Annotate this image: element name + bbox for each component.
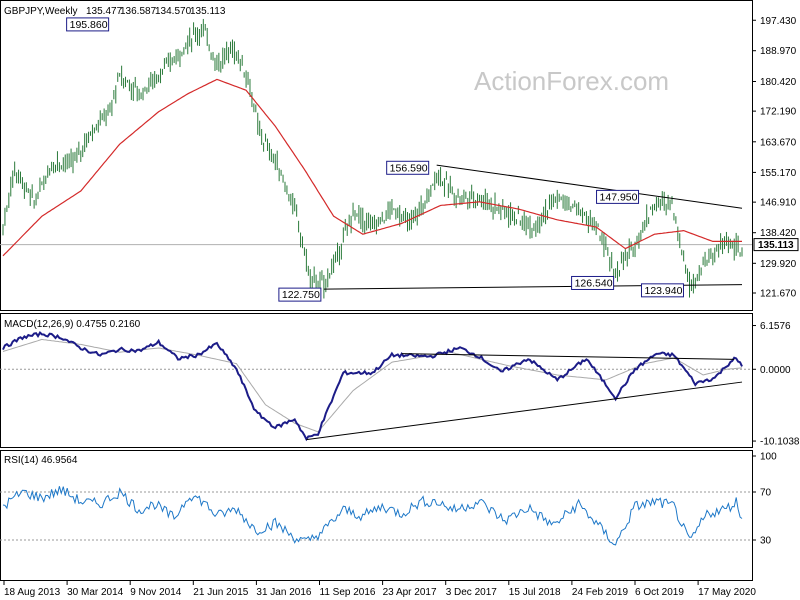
price-tick-label: 155.170 [760,168,797,179]
macd-tick-label: 0.0000 [760,365,791,376]
price-title: GBPJPY,Weekly [4,6,78,17]
x-tick-label: 21 Jun 2015 [193,587,248,598]
rsi-line [2,486,743,546]
x-tick-label: 30 Mar 2014 [67,587,124,598]
macd-tick-label: -10.1038 [760,437,800,448]
rsi-panel [0,450,753,581]
ohlc-open: 135.477 [86,6,123,17]
rsi-tick-label: 70 [760,488,772,499]
price-tick-label: 172.190 [760,107,797,118]
macd-lower-trendline [306,381,743,441]
x-tick-label: 6 Oct 2019 [635,587,684,598]
price-annotation-box [66,17,110,32]
price-tick-label: 121.670 [760,289,797,300]
x-tick-label: 31 Jan 2016 [256,587,311,598]
price-annotation-label: 122.750 [282,289,320,301]
ohlc-low: 134.570 [155,6,192,17]
price-tick-label: 138.420 [760,228,797,239]
price-annotation-label: 126.540 [575,277,613,289]
ohlc-close: 135.113 [190,6,226,17]
macd-line [2,330,743,442]
price-tick-label: 197.430 [760,16,797,27]
resistance-trendline [436,164,743,209]
price-tick-label: 129.920 [760,259,797,270]
price-annotation-label: 156.590 [390,162,428,174]
x-tick-label: 9 Nov 2014 [130,587,182,598]
macd-upper-trendline [401,353,735,360]
price-annotation-label: 123.940 [644,285,682,297]
price-tick-label: 188.970 [760,46,797,57]
price-annotation-box [640,283,684,298]
price-annotation-box [596,189,640,204]
x-tick-label: 18 Aug 2013 [4,587,61,598]
macd-tick-label: 6.1576 [760,321,791,332]
watermark: ActionForex.com [474,66,669,96]
macd-panel [0,313,753,448]
rsi-tick-label: 100 [760,452,777,463]
price-annotation-box [278,287,322,302]
price-tick-label: 146.910 [760,198,797,209]
price-tick-label: 163.670 [760,137,797,148]
x-tick-label: 11 Sep 2016 [320,587,376,598]
price-annotation-box [571,275,615,290]
last-price-tag [753,238,799,252]
ohlc-high: 136.587 [120,6,157,17]
rsi-title: RSI(14) 46.9564 [4,455,78,466]
rsi-tick-label: 30 [760,536,772,547]
x-tick-label: 3 Dec 2017 [446,587,498,598]
price-annotation-label: 195.860 [70,19,108,31]
x-tick-label: 24 Feb 2019 [572,587,629,598]
price-annotation-box [386,160,430,175]
macd-title: MACD(12,26,9) 0.4755 0.2160 [4,319,141,330]
x-tick-label: 23 Apr 2017 [383,587,437,598]
price-panel [0,0,753,311]
price-annotation-label: 147.950 [600,191,638,203]
price-tick-label: 180.420 [760,77,797,88]
x-tick-label: 15 Jul 2018 [509,587,561,598]
x-tick-label: 17 May 2020 [698,587,756,598]
last-price-label: 135.113 [758,240,794,251]
moving-average-line [2,78,742,257]
